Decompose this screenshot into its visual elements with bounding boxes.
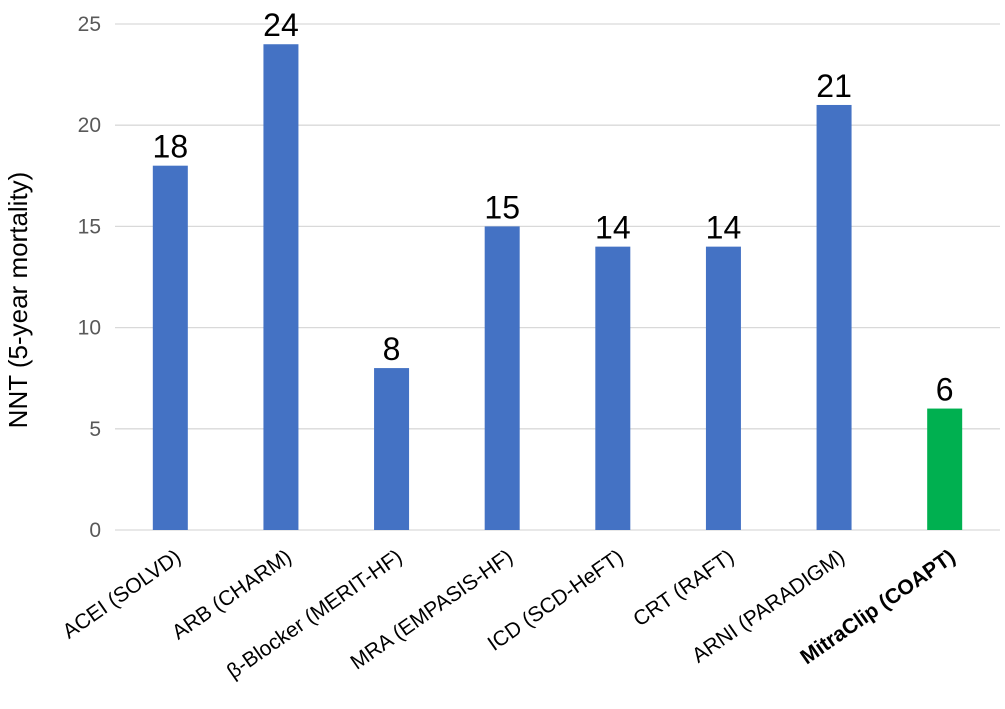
bars [152,44,963,531]
y-tick-label: 15 [78,215,101,238]
data-label: 14 [595,210,631,246]
category-label: ACEI (SOLVD) [59,545,186,643]
category-label: β-Blocker (MERIT-HF) [223,545,407,683]
data-label: 18 [153,129,189,165]
bar [263,44,299,531]
data-label: 6 [936,372,954,408]
bar [595,246,631,530]
category-label: CRT (RAFT) [629,545,738,631]
y-tick-label: 20 [78,114,101,137]
bar [374,368,410,530]
y-tick-label: 25 [78,13,101,36]
y-tick-label: 0 [89,519,101,542]
y-axis-title: NNT (5-year mortality) [3,172,33,429]
x-axis-category-labels: ACEI (SOLVD)ARB (CHARM)β-Blocker (MERIT-… [59,545,960,683]
bar [927,408,963,530]
data-label: 15 [484,189,520,225]
gridlines [115,23,1000,531]
y-tick-label: 5 [89,418,101,441]
bar [705,246,741,530]
data-labels: 18 24 8 15 14 14 21 6 [153,7,954,407]
data-label: 14 [706,210,742,246]
data-label: 24 [263,7,299,43]
y-tick-label: 10 [78,317,101,340]
data-label: 8 [383,331,401,367]
bar [152,165,188,530]
y-axis-ticks: 0 5 10 15 20 25 [78,13,101,542]
bar [484,226,520,530]
bar [816,104,852,531]
data-label: 21 [816,68,852,104]
